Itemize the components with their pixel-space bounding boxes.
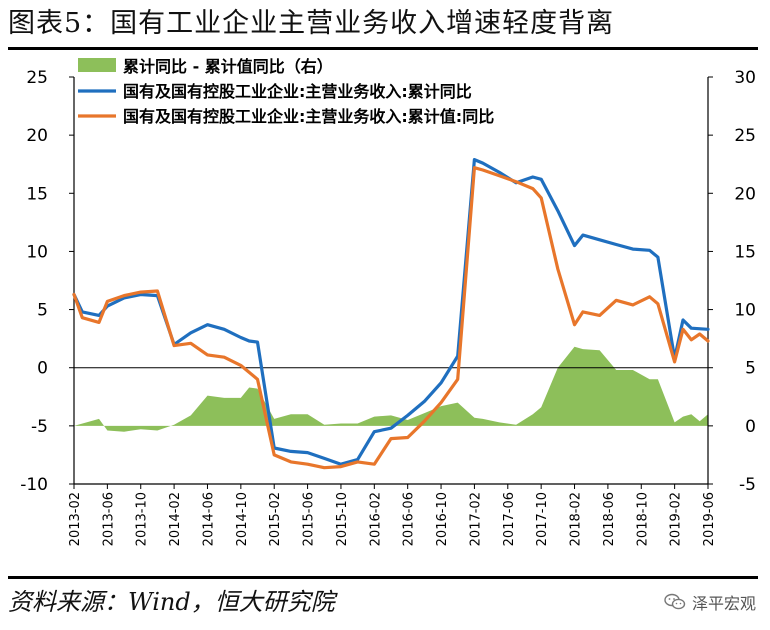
source-rule xyxy=(8,576,758,579)
legend-label: 国有及国有控股工业企业:主营业务收入:累计值:同比 xyxy=(123,107,494,126)
y-right-tick-label: -5 xyxy=(739,475,756,495)
brand-watermark: 泽平宏观 xyxy=(664,590,756,614)
wechat-icon xyxy=(664,593,686,610)
legend-label: 累计同比 - 累计值同比（右） xyxy=(123,57,333,76)
y-left-tick-label: -5 xyxy=(31,417,48,437)
line-area-chart: 25 20 15 10 5 0 -5 -10 30 25 20 15 10 5 0 -5 2013-02 2013… xyxy=(20,57,756,546)
x-tick-label: 2015-02 xyxy=(268,492,283,546)
y-right-tick-label: 0 xyxy=(745,417,756,437)
y-right-tick-label: 10 xyxy=(734,301,756,321)
chart-title: 图表5：国有工业企业主营业务收入增速轻度背离 xyxy=(8,8,615,39)
y-right-tick-label: 5 xyxy=(745,359,756,379)
x-tick-label: 2014-02 xyxy=(168,492,183,546)
x-tick-label: 2016-02 xyxy=(368,492,383,546)
x-tick-label: 2017-10 xyxy=(535,492,550,546)
y-right-tick-label: 15 xyxy=(734,242,756,262)
x-tick-label: 2014-10 xyxy=(235,492,250,546)
x-tick-label: 2013-02 xyxy=(68,492,83,546)
x-tick-label: 2016-06 xyxy=(402,492,417,546)
y-right-tick-label: 25 xyxy=(734,126,756,146)
brand-label: 泽平宏观 xyxy=(691,594,756,613)
title-rule xyxy=(8,47,758,50)
legend-label: 国有及国有控股工业企业:主营业务收入:累计同比 xyxy=(123,82,472,101)
y-left-tick-label: 20 xyxy=(26,126,48,146)
x-tick-label: 2018-02 xyxy=(569,492,584,546)
x-tick-label: 2013-10 xyxy=(135,492,150,546)
y-left-tick-label: 5 xyxy=(37,301,48,321)
line-series-cumulative-value-yoy xyxy=(72,166,710,470)
source-note: 资料来源：Wind，恒大研究院 xyxy=(8,588,335,616)
legend-swatch-area xyxy=(78,58,116,72)
y-left-tick-label: 10 xyxy=(26,242,48,262)
x-tick-label: 2014-06 xyxy=(201,492,216,546)
x-tick-label: 2016-10 xyxy=(435,492,450,546)
x-tick-label: 2017-02 xyxy=(468,492,483,546)
x-tick-label: 2018-10 xyxy=(635,492,650,546)
y-left-tick-label: 0 xyxy=(37,359,48,379)
x-tick-label: 2015-10 xyxy=(335,492,350,546)
area-series-diff xyxy=(74,346,708,432)
x-tick-label: 2013-06 xyxy=(101,492,116,546)
y-left-tick-label: 15 xyxy=(26,184,48,204)
x-tick-label: 2017-06 xyxy=(502,492,517,546)
y-left-tick-label: 25 xyxy=(26,68,48,88)
x-tick-label: 2015-06 xyxy=(302,492,317,546)
y-right-tick-label: 20 xyxy=(734,184,756,204)
x-tick-label: 2019-06 xyxy=(702,492,717,546)
x-tick-label: 2018-06 xyxy=(602,492,617,546)
y-left-tick-label: -10 xyxy=(20,475,48,495)
line-series-cumulative-yoy xyxy=(72,157,710,466)
x-tick-label: 2019-02 xyxy=(669,492,684,546)
y-right-tick-label: 30 xyxy=(734,68,756,88)
